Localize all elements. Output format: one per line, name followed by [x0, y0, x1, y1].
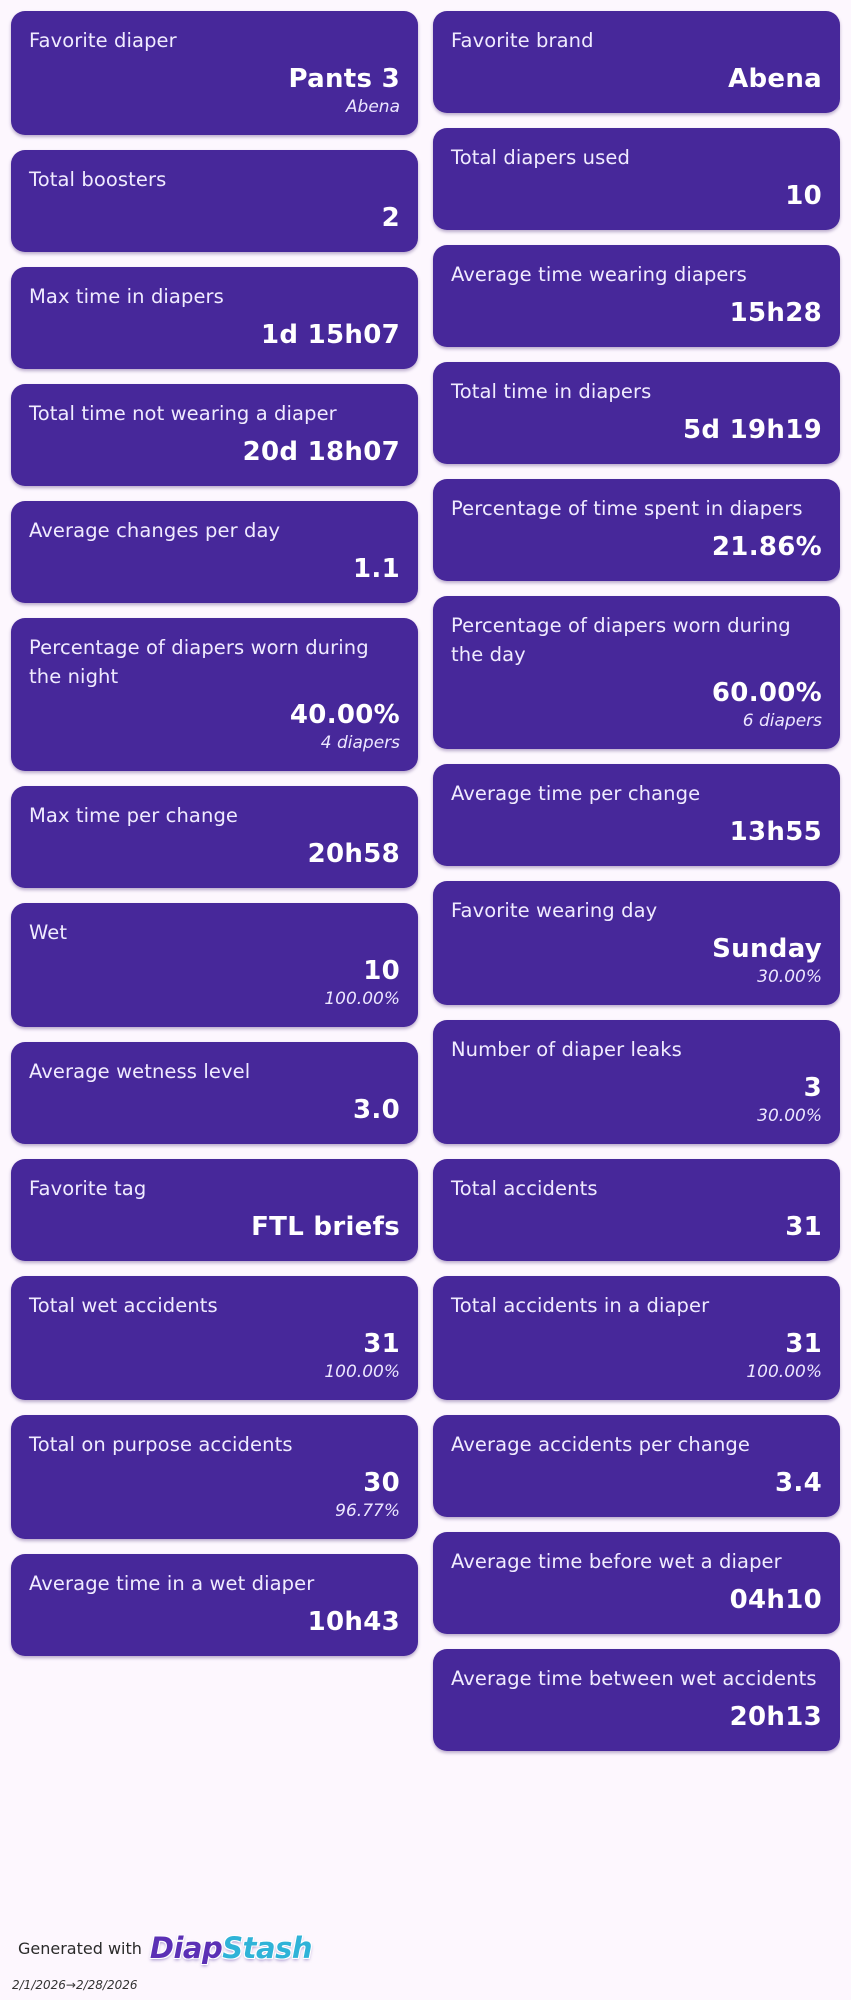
- stat-card-average-time-per-change: Average time per change 13h55: [433, 764, 840, 866]
- stat-card-title: Max time in diapers: [29, 285, 224, 308]
- stat-card-title: Favorite wearing day: [451, 899, 658, 922]
- stat-card-percentage-of-time-spent-in-diapers: Percentage of time spent in diapers 21.86…: [433, 479, 840, 581]
- stat-card-value: Pants 3: [288, 64, 400, 94]
- footer: Generated with DiapStash: [18, 1930, 312, 1966]
- stat-card-value: 3: [803, 1073, 822, 1103]
- stat-card-title: Wet: [29, 921, 68, 944]
- stat-card-total-accidents-in-a-diaper: Total accidents in a diaper 31 100.00%: [433, 1276, 840, 1400]
- stat-card-value: 5d 19h19: [682, 415, 822, 445]
- stat-card-title: Total time not wearing a diaper: [29, 402, 337, 425]
- stat-card-wet: Wet 10 100.00%: [11, 903, 418, 1027]
- stat-card-average-time-wearing-diapers: Average time wearing diapers 15h28: [433, 245, 840, 347]
- stat-card-value: 20d 18h07: [242, 437, 400, 467]
- stat-card-value: 10: [363, 956, 400, 986]
- stat-card-value: 13h55: [729, 817, 822, 847]
- stat-card-value: 10: [785, 181, 822, 211]
- stat-card-total-accidents: Total accidents 31: [433, 1159, 840, 1261]
- stat-card-value: 15h28: [729, 298, 822, 328]
- stat-card-total-time-not-wearing-a-diaper: Total time not wearing a diaper 20d 18h07: [11, 384, 418, 486]
- stat-card-subvalue: 4 diapers: [320, 733, 400, 753]
- logo-text-stash: Stash: [222, 1931, 312, 1965]
- stat-card-subvalue: 100.00%: [746, 1362, 822, 1382]
- stat-card-favorite-tag: Favorite tag FTL briefs: [11, 1159, 418, 1261]
- stat-card-value: 1.1: [353, 554, 400, 584]
- stat-card-value: 30: [363, 1468, 400, 1498]
- stat-card-subvalue: Abena: [345, 97, 400, 117]
- stat-card-total-wet-accidents: Total wet accidents 31 100.00%: [11, 1276, 418, 1400]
- stat-card-title: Average time wearing diapers: [451, 263, 747, 286]
- stat-card-value: Sunday: [712, 934, 822, 964]
- stat-card-value: 3.0: [353, 1095, 400, 1125]
- stat-card-value: 31: [785, 1212, 822, 1242]
- stat-card-percentage-of-diapers-worn-during-the-night: Percentage of diapers worn during the ni…: [11, 618, 418, 771]
- stat-card-title: Number of diaper leaks: [451, 1038, 682, 1061]
- stat-card-value: 40.00%: [289, 700, 400, 730]
- stat-card-title: Average time in a wet diaper: [29, 1572, 315, 1595]
- stat-card-title: Average wetness level: [29, 1060, 251, 1083]
- stat-card-title: Max time per change: [29, 804, 239, 827]
- stat-card-title: Average changes per day: [29, 519, 281, 542]
- stat-card-average-time-in-a-wet-diaper: Average time in a wet diaper 10h43: [11, 1554, 418, 1656]
- stat-card-subvalue: 100.00%: [324, 989, 400, 1009]
- logo-text-diap: Diap: [149, 1931, 223, 1965]
- stat-card-value: 60.00%: [711, 678, 822, 708]
- date-range: 2/1/2026→2/28/2026: [12, 1978, 138, 1992]
- stat-card-title: Total on purpose accidents: [29, 1433, 293, 1456]
- stat-card-title: Total wet accidents: [29, 1294, 218, 1317]
- stat-card-percentage-of-diapers-worn-during-the-day: Percentage of diapers worn during the da…: [433, 596, 840, 749]
- stat-card-value: Abena: [728, 64, 822, 94]
- stat-card-average-time-before-wet-a-diaper: Average time before wet a diaper 04h10: [433, 1532, 840, 1634]
- stat-card-value: 20h58: [307, 839, 400, 869]
- stat-card-title: Total boosters: [29, 168, 167, 191]
- stat-card-favorite-wearing-day: Favorite wearing day Sunday 30.00%: [433, 881, 840, 1005]
- stat-card-number-of-diaper-leaks: Number of diaper leaks 3 30.00%: [433, 1020, 840, 1144]
- stat-card-subvalue: 30.00%: [757, 1106, 822, 1126]
- stat-card-subvalue: 96.77%: [335, 1501, 400, 1521]
- stat-card-title: Total time in diapers: [451, 380, 652, 403]
- stat-card-subvalue: 100.00%: [324, 1362, 400, 1382]
- stat-card-title: Percentage of diapers worn during the ni…: [29, 636, 369, 688]
- diapstash-logo: DiapStash: [149, 1930, 313, 1966]
- stat-card-favorite-brand: Favorite brand Abena: [433, 11, 840, 113]
- stat-card-average-accidents-per-change: Average accidents per change 3.4: [433, 1415, 840, 1517]
- stat-card-subvalue: 30.00%: [757, 967, 822, 987]
- stat-card-title: Percentage of diapers worn during the da…: [451, 614, 791, 666]
- stat-card-value: 04h10: [729, 1585, 822, 1615]
- stat-card-average-changes-per-day: Average changes per day 1.1: [11, 501, 418, 603]
- stat-card-title: Favorite diaper: [29, 29, 177, 52]
- stats-column-right: Favorite brand Abena Total diapers used 10 A…: [433, 11, 840, 1766]
- stat-card-title: Favorite brand: [451, 29, 594, 52]
- stat-card-average-wetness-level: Average wetness level 3.0: [11, 1042, 418, 1144]
- stat-card-total-diapers-used: Total diapers used 10: [433, 128, 840, 230]
- stat-card-value: FTL briefs: [251, 1212, 400, 1242]
- stat-card-total-on-purpose-accidents: Total on purpose accidents 30 96.77%: [11, 1415, 418, 1539]
- stat-card-value: 21.86%: [711, 532, 822, 562]
- stats-column-left: Favorite diaper Pants 3 Abena Total booster…: [11, 11, 418, 1766]
- stat-card-title: Total accidents: [451, 1177, 598, 1200]
- stat-card-title: Average time per change: [451, 782, 701, 805]
- stat-card-title: Percentage of time spent in diapers: [451, 497, 803, 520]
- stat-card-title: Total diapers used: [451, 146, 630, 169]
- stat-card-title: Average time between wet accidents: [451, 1667, 817, 1690]
- stat-card-average-time-between-wet-accidents: Average time between wet accidents 20h13: [433, 1649, 840, 1751]
- stat-card-title: Average time before wet a diaper: [451, 1550, 782, 1573]
- stat-card-value: 2: [381, 203, 400, 233]
- stat-card-favorite-diaper: Favorite diaper Pants 3 Abena: [11, 11, 418, 135]
- stat-card-value: 31: [785, 1329, 822, 1359]
- stat-card-subvalue: 6 diapers: [742, 711, 822, 731]
- stat-card-value: 3.4: [775, 1468, 822, 1498]
- stat-card-title: Total accidents in a diaper: [451, 1294, 710, 1317]
- stat-card-value: 20h13: [729, 1702, 822, 1732]
- stat-card-value: 10h43: [307, 1607, 400, 1637]
- stat-card-value: 1d 15h07: [260, 320, 400, 350]
- stat-card-value: 31: [363, 1329, 400, 1359]
- stat-card-max-time-in-diapers: Max time in diapers 1d 15h07: [11, 267, 418, 369]
- generated-with-label: Generated with: [18, 1938, 142, 1958]
- stat-card-total-time-in-diapers: Total time in diapers 5d 19h19: [433, 362, 840, 464]
- stat-card-total-boosters: Total boosters 2: [11, 150, 418, 252]
- stat-card-max-time-per-change: Max time per change 20h58: [11, 786, 418, 888]
- stat-card-title: Average accidents per change: [451, 1433, 750, 1456]
- stats-grid: Favorite diaper Pants 3 Abena Total booster…: [11, 11, 840, 1766]
- stat-card-title: Favorite tag: [29, 1177, 147, 1200]
